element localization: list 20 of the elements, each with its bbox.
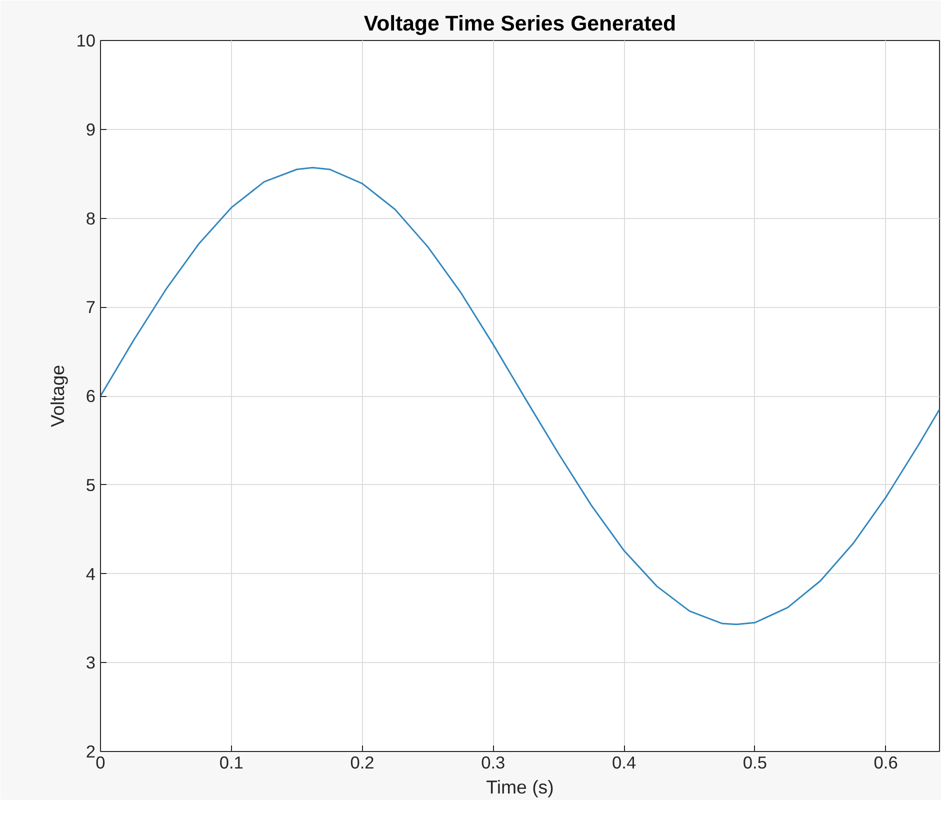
y-axis-title: Voltage: [47, 364, 68, 428]
y-tick-label: 4: [86, 564, 96, 584]
x-tick-label: 0.6: [874, 752, 898, 772]
line-series: [100, 166, 940, 626]
x-tick-label: 0.2: [350, 752, 374, 772]
y-tick-label: 2: [86, 742, 96, 762]
y-tick-label: 7: [86, 297, 96, 318]
x-axis-title: Time (s): [486, 776, 554, 798]
y-tick-label: 9: [86, 119, 96, 140]
y-tick-label: 6: [86, 386, 96, 406]
y-tick-label: 10: [76, 30, 96, 50]
x-tick-label: 0.4: [612, 752, 636, 772]
chart-title: Voltage Time Series Generated: [364, 12, 676, 36]
x-tick-label: 0.5: [742, 752, 767, 772]
y-tick-label: 8: [86, 208, 96, 228]
x-tick-label: 0.1: [219, 752, 244, 772]
y-tick-label: 5: [86, 474, 96, 495]
x-tick-label: 0.3: [481, 752, 506, 772]
x-tick-label: 0: [96, 752, 106, 772]
y-tick-label: 3: [86, 652, 96, 673]
